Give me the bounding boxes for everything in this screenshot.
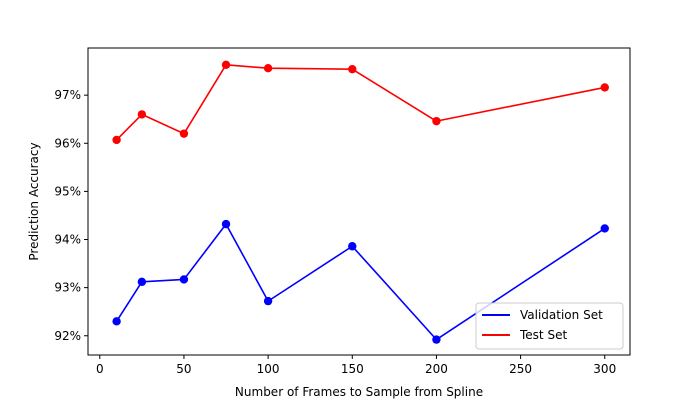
data-point-test-set <box>432 116 441 126</box>
series-line-validation-set <box>115 223 606 341</box>
legend-label-validation-set: Validation Set <box>520 308 603 322</box>
y-tick-label: 94% <box>54 233 81 247</box>
plot-frame <box>87 47 631 356</box>
data-point-test-set <box>221 60 231 70</box>
data-point-test-set <box>137 110 147 119</box>
data-point-validation-set <box>179 275 189 284</box>
series-line-test-set <box>116 64 605 141</box>
data-point-validation-set <box>600 224 609 233</box>
y-axis-label: Prediction Accuracy <box>27 142 41 260</box>
data-point-validation-set <box>348 242 357 251</box>
legend-box <box>475 302 624 350</box>
x-tick-label: 250 <box>509 362 532 376</box>
x-tick-label: 100 <box>257 362 280 376</box>
y-tick-label: 96% <box>54 136 81 150</box>
y-tick-label: 92% <box>54 329 81 343</box>
y-tick-label: 93% <box>54 281 81 295</box>
y-axis-ticks: 92% 93% 94% 95% 96% 97% <box>54 88 88 343</box>
data-point-validation-set <box>221 219 231 229</box>
legend: Validation Set Test Set <box>475 302 624 350</box>
data-point-validation-set <box>263 296 273 306</box>
x-tick-label: 50 <box>176 362 191 376</box>
x-axis-ticks: 0 50 100 150 200 250 300 <box>96 355 616 376</box>
data-point-test-set <box>179 129 189 138</box>
data-point-test-set <box>112 135 121 145</box>
data-point-test-set <box>263 64 273 73</box>
y-tick-label: 95% <box>54 184 81 198</box>
data-point-test-set <box>348 64 357 74</box>
y-tick-label: 97% <box>54 88 81 102</box>
x-axis-label: Number of Frames to Sample from Spline <box>235 385 483 399</box>
series-layer <box>112 60 609 344</box>
x-tick-label: 200 <box>425 362 448 376</box>
data-point-validation-set <box>432 335 441 344</box>
data-point-validation-set <box>137 277 147 287</box>
x-tick-label: 0 <box>96 362 104 376</box>
x-tick-label: 150 <box>341 362 364 376</box>
data-point-validation-set <box>112 317 121 326</box>
legend-label-test-set: Test Set <box>519 328 567 342</box>
data-point-test-set <box>600 83 609 92</box>
series-test-set <box>112 60 609 145</box>
x-tick-label: 300 <box>593 362 616 376</box>
series-validation-set <box>112 219 609 344</box>
